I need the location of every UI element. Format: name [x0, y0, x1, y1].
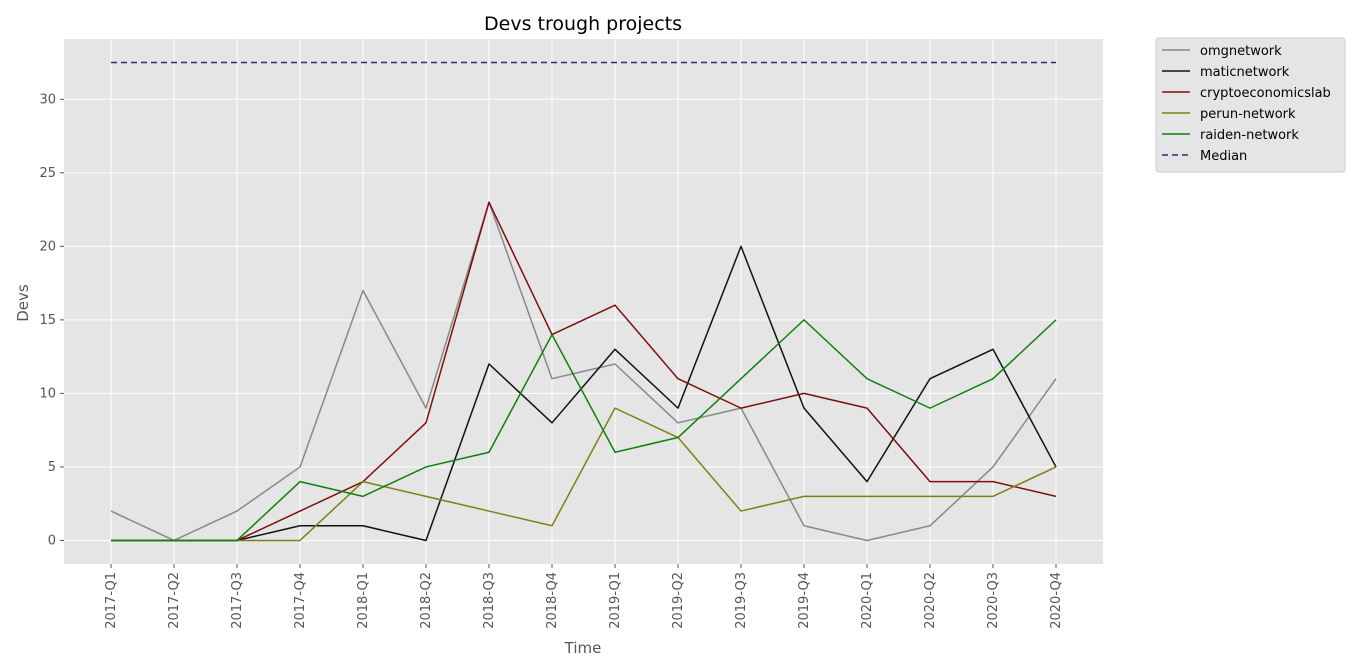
legend-label: omgnetwork — [1200, 44, 1282, 59]
x-tick-label: 2019-Q3 — [734, 572, 749, 629]
plot-area — [64, 39, 1103, 564]
x-tick-label: 2017-Q3 — [230, 572, 245, 629]
x-tick-label: 2018-Q3 — [482, 572, 497, 629]
y-tick-label: 0 — [48, 533, 56, 548]
series-line-omgnetwork — [110, 201, 1057, 542]
legend-label: perun-network — [1200, 107, 1296, 122]
series-line-perun-network — [111, 407, 1057, 542]
y-axis-label: Devs — [14, 284, 32, 322]
x-tick-label: 2020-Q2 — [923, 572, 938, 629]
x-tick-label: 2020-Q3 — [986, 572, 1001, 629]
y-tick-label: 10 — [39, 386, 56, 401]
grid — [64, 39, 1103, 564]
legend-label: cryptoeconomicslab — [1200, 86, 1331, 101]
series-line-maticnetwork — [111, 245, 1057, 542]
x-axis-label: Time — [564, 639, 602, 657]
y-tick-label: 25 — [39, 166, 56, 181]
legend: omgnetwork maticnetwork cryptoeconomicslab… — [1155, 37, 1346, 173]
x-tick-label: 2017-Q4 — [293, 572, 308, 629]
y-tick-label: 15 — [39, 313, 56, 328]
x-tick-label: 2017-Q1 — [104, 572, 119, 629]
y-axis-ticks: 0 5 10 15 20 25 30 — [39, 92, 64, 548]
chart-title: Devs trough projects — [484, 13, 682, 35]
legend-label: maticnetwork — [1200, 65, 1290, 80]
x-tick-label: 2020-Q1 — [860, 572, 875, 629]
legend-box — [1155, 37, 1346, 173]
series-line-cryptoeconomicslab — [111, 201, 1057, 542]
y-tick-label: 5 — [48, 460, 56, 475]
x-tick-label: 2018-Q2 — [419, 572, 434, 629]
y-tick-label: 20 — [39, 239, 56, 254]
x-axis-ticks: 2017-Q1 2017-Q2 2017-Q3 2017-Q4 2018-Q1 2018-… — [104, 564, 1064, 629]
legend-label: Median — [1200, 149, 1247, 164]
series-line-raiden-network — [111, 319, 1057, 542]
x-tick-label: 2020-Q4 — [1049, 572, 1064, 629]
x-tick-label: 2018-Q4 — [545, 572, 560, 629]
x-tick-label: 2019-Q2 — [671, 572, 686, 629]
x-tick-label: 2018-Q1 — [356, 572, 371, 629]
x-tick-label: 2017-Q2 — [167, 572, 182, 629]
series-lines — [110, 61, 1057, 542]
legend-label: raiden-network — [1200, 128, 1299, 143]
x-tick-label: 2019-Q1 — [608, 572, 623, 629]
y-tick-label: 30 — [39, 92, 56, 107]
x-tick-label: 2019-Q4 — [797, 572, 812, 629]
